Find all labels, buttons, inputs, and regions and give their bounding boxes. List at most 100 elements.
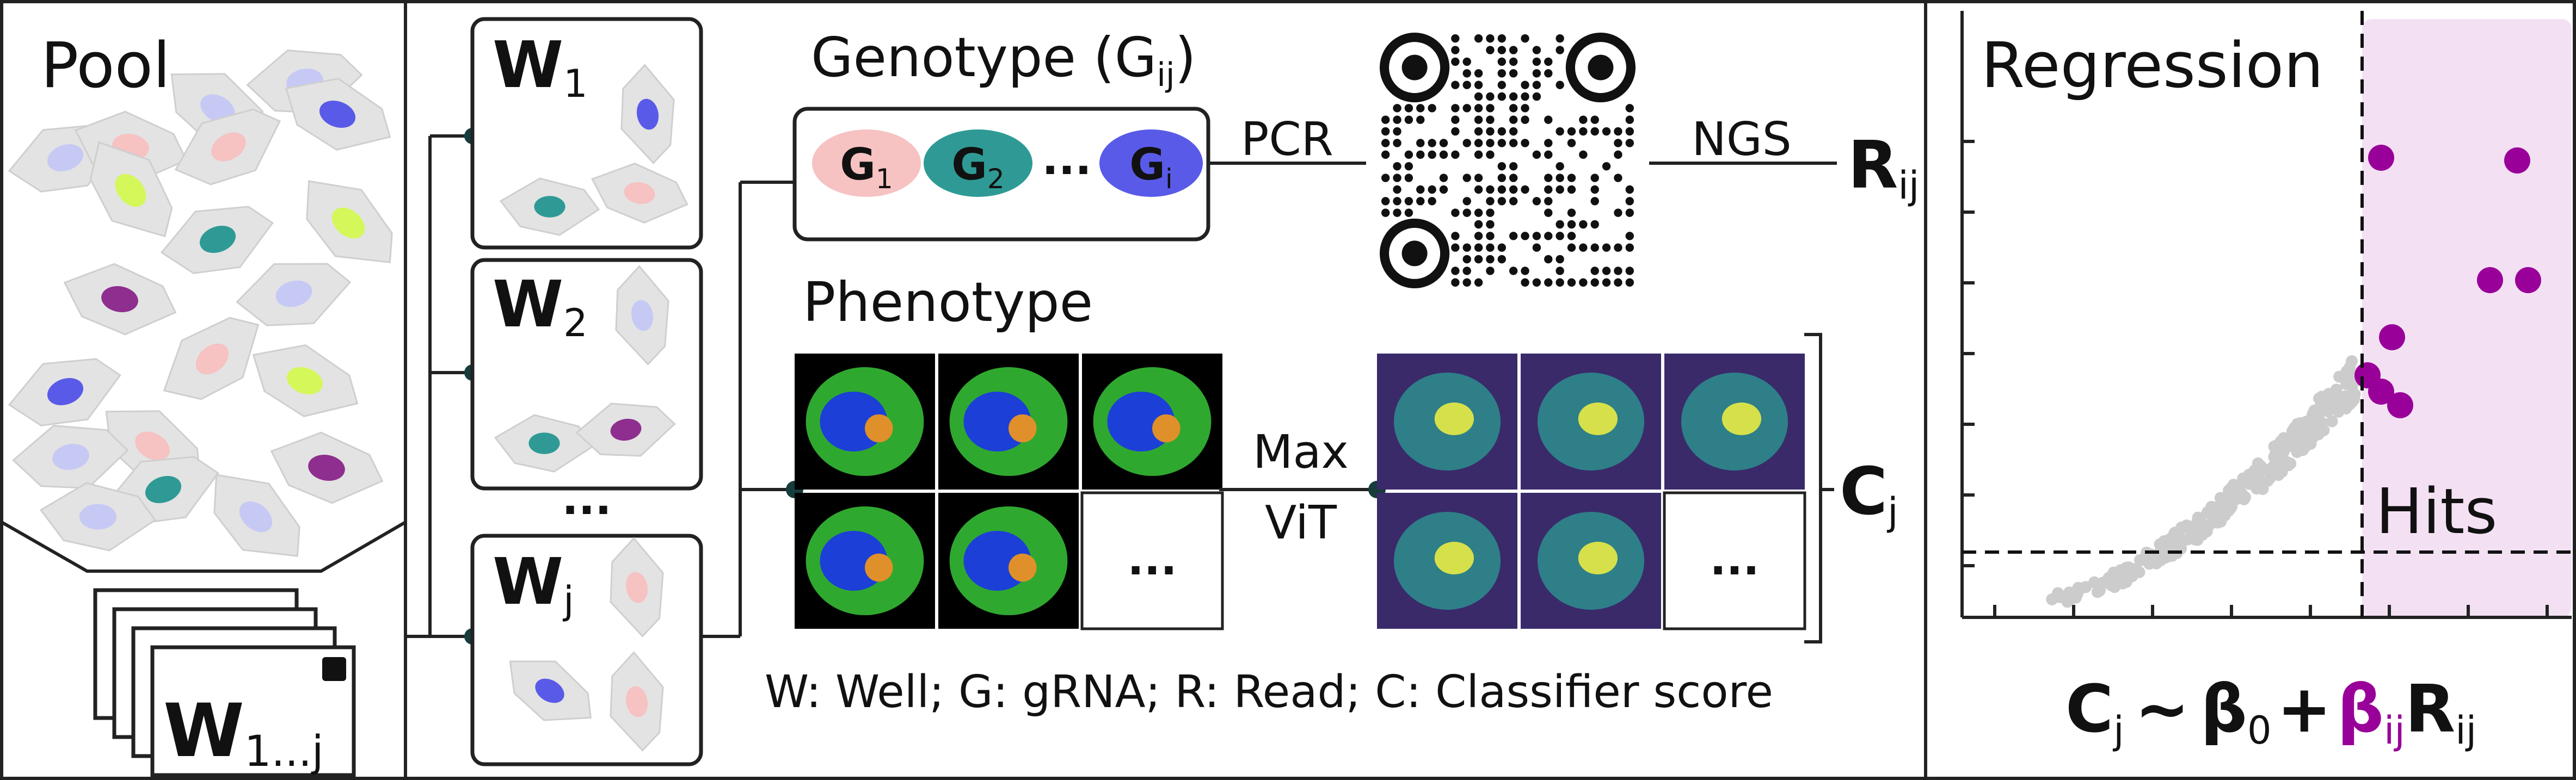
qr-dot <box>1451 232 1460 240</box>
qr-dot <box>1532 243 1541 252</box>
qr-dot <box>1579 278 1588 287</box>
qr-dot <box>1579 150 1588 159</box>
nonhit-point <box>2215 515 2227 528</box>
qr-dot <box>1462 208 1471 217</box>
qr-dot <box>1462 197 1471 206</box>
qr-dot <box>1567 278 1576 287</box>
qr-dot <box>1544 278 1553 287</box>
heat-hotspot <box>1578 403 1618 435</box>
qr-dot <box>1532 197 1541 206</box>
pool-funnel <box>1 521 407 573</box>
nonhit-point <box>2059 592 2071 605</box>
qr-finder-core <box>1588 54 1614 81</box>
hit-point <box>2477 267 2503 293</box>
cell-nucleus <box>625 686 648 717</box>
qr-dot <box>1544 115 1553 124</box>
qr-dot <box>1521 92 1529 101</box>
qr-dot <box>1474 34 1483 43</box>
qr-dot <box>1579 220 1588 229</box>
qr-dot <box>1497 46 1507 54</box>
microscopy-image-grid: ... <box>795 354 1224 630</box>
qr-dot <box>1509 115 1518 124</box>
qr-dot <box>1474 104 1483 113</box>
well-2: W2 <box>470 258 703 491</box>
qr-dot <box>1521 232 1529 240</box>
qr-dot <box>1486 92 1495 101</box>
qr-dot <box>1393 139 1401 147</box>
genotype-title: Genotype (Gij) <box>811 26 1196 94</box>
well-2-cells <box>494 265 676 473</box>
well-j: Wj <box>470 534 703 766</box>
cell-nucleus <box>47 144 84 172</box>
qr-dot <box>1509 57 1518 66</box>
qr-dot <box>1590 127 1599 136</box>
plate-stack <box>93 588 356 777</box>
qr-dot <box>1532 92 1541 101</box>
qr-dot <box>1521 278 1529 287</box>
qr-dot <box>1497 197 1507 206</box>
heat-hotspot <box>1578 542 1618 574</box>
qr-dot <box>1590 174 1599 182</box>
qr-dot <box>1462 267 1471 275</box>
qr-dot <box>1509 104 1518 113</box>
qr-dot <box>1556 174 1564 182</box>
qr-dot <box>1462 139 1471 147</box>
cell-nucleus <box>195 343 229 375</box>
hit-point <box>2368 145 2394 171</box>
grna-pill-i: Gi <box>1099 129 1203 197</box>
qr-dot <box>1404 162 1413 171</box>
qr-dot <box>1614 174 1622 182</box>
qr-dot <box>1393 174 1401 182</box>
nonhit-point <box>2264 472 2276 485</box>
branch-connectors <box>701 181 795 638</box>
cell <box>494 414 595 473</box>
qr-dot <box>1404 197 1413 206</box>
qr-dot <box>1393 127 1401 136</box>
qr-dot <box>1567 220 1576 229</box>
pool-cells <box>8 49 393 557</box>
cell <box>499 177 600 236</box>
qr-dot <box>1439 139 1448 147</box>
cell <box>213 474 300 557</box>
nonhit-point <box>2243 468 2255 481</box>
qr-dot <box>1428 104 1436 113</box>
cell-nucleus <box>211 132 246 162</box>
qr-dot <box>1497 34 1507 43</box>
hit-point <box>2387 392 2413 418</box>
qr-dot <box>1404 208 1413 217</box>
qr-dot <box>1544 185 1553 194</box>
pool-title: Pool <box>41 29 170 102</box>
cell <box>620 64 675 164</box>
qr-dot <box>1509 139 1518 147</box>
qr-dot <box>1532 81 1541 89</box>
qr-dot <box>1544 232 1553 240</box>
qr-dot <box>1497 139 1507 147</box>
plate-corner-marker <box>322 657 346 681</box>
qr-dot <box>1393 104 1401 113</box>
qr-dot <box>1486 220 1495 229</box>
cell-nucleus <box>319 100 356 128</box>
well-connectors <box>405 134 472 638</box>
qr-dot <box>1625 267 1634 275</box>
qr-dot <box>1590 220 1599 229</box>
nonhit-point <box>2125 563 2138 575</box>
cell-nucleus <box>239 501 273 533</box>
cell <box>174 108 281 185</box>
nonhit-point <box>2201 506 2214 519</box>
qr-dot <box>1416 115 1425 124</box>
qr-dot <box>1532 232 1541 240</box>
qr-dot <box>1486 208 1495 217</box>
qr-dot <box>1439 174 1448 182</box>
qr-dot <box>1556 220 1564 229</box>
qr-dot <box>1428 185 1436 194</box>
qr-dot <box>1462 255 1471 264</box>
nonhit-point <box>2108 581 2121 593</box>
hit-point <box>2515 267 2541 293</box>
nonhit-point <box>2326 415 2338 428</box>
qr-finder-core <box>1401 240 1428 267</box>
qr-dot <box>1590 185 1599 194</box>
qr-dot <box>1544 255 1553 264</box>
hit-point <box>2504 147 2530 174</box>
qr-dot <box>1474 243 1483 252</box>
nonhit-point <box>2278 438 2291 451</box>
